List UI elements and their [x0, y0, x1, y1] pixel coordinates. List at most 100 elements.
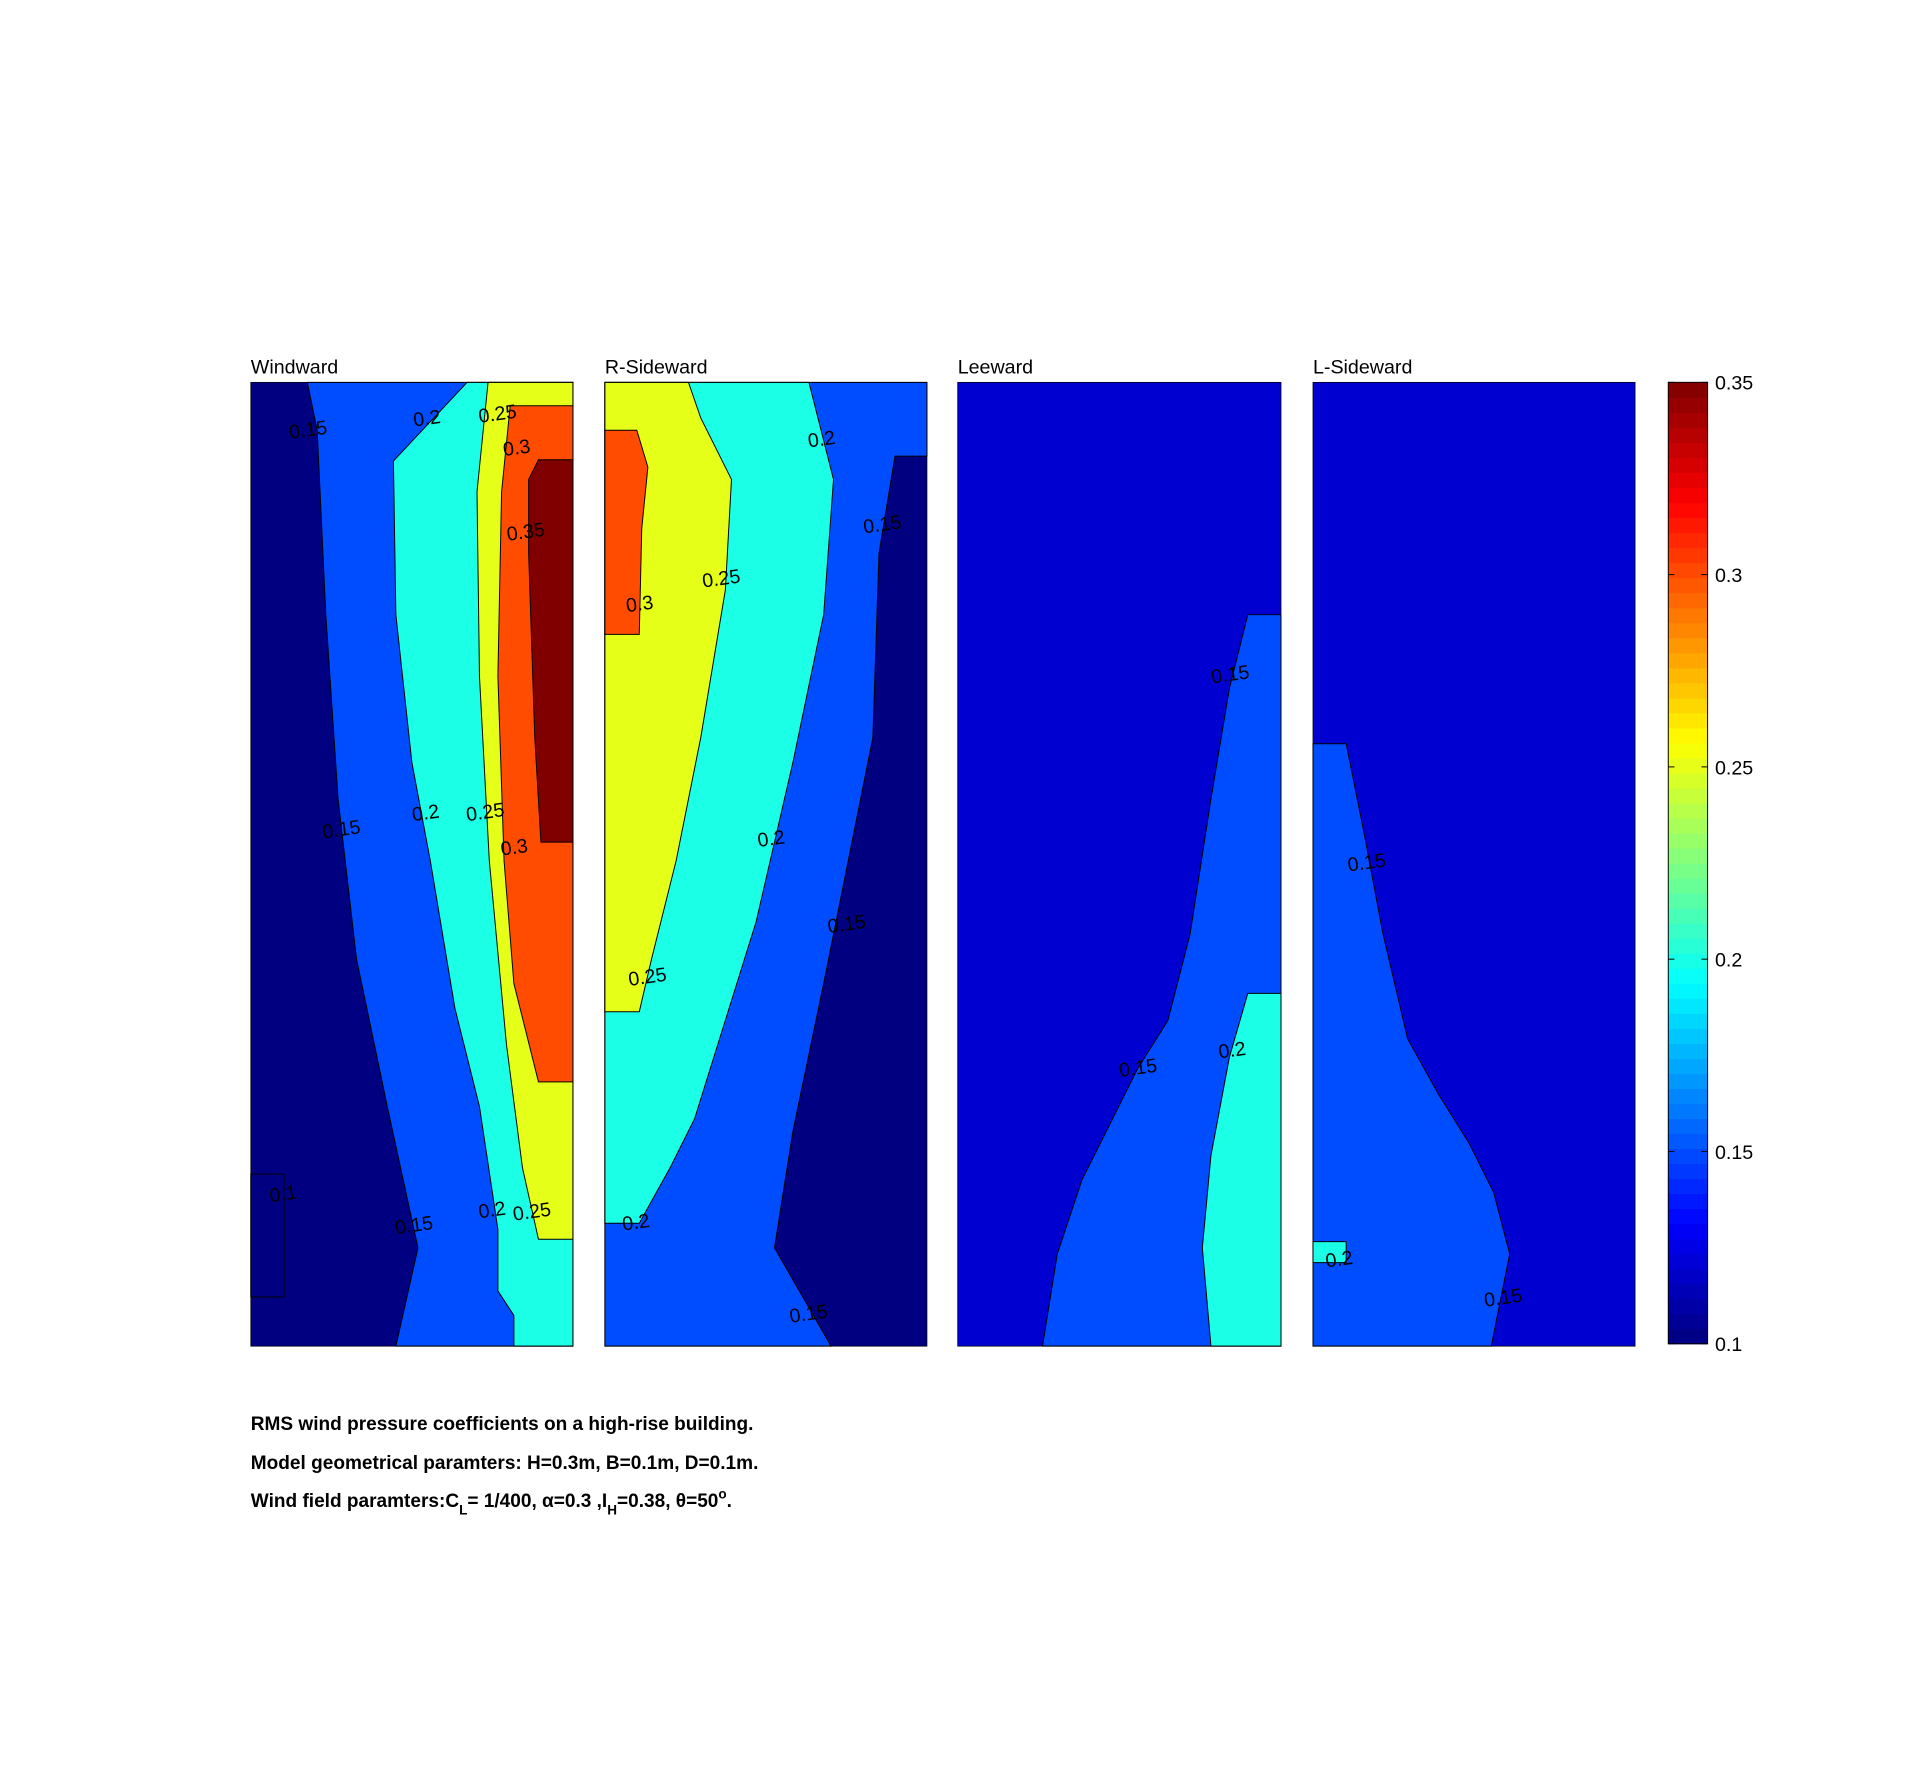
- colorbar-step: [1668, 727, 1708, 744]
- colorbar-step: [1668, 1163, 1708, 1180]
- colorbar-step: [1668, 893, 1708, 909]
- colorbar-tick-label: 0.35: [1715, 373, 1753, 395]
- colorbar-step: [1668, 908, 1708, 924]
- contour-label: 0.2: [1324, 1247, 1354, 1273]
- colorbar-step: [1668, 1073, 1708, 1089]
- colorbar-step: [1668, 547, 1708, 564]
- colorbar-step: [1668, 953, 1708, 969]
- contour-label: 0.15: [321, 816, 362, 843]
- colorbar-step: [1668, 397, 1708, 413]
- panel-title: R-Sideward: [605, 357, 708, 379]
- colorbar-step: [1668, 802, 1708, 819]
- caption-part: =0.38, θ=50: [617, 1491, 718, 1512]
- contour-label: 0.2: [621, 1210, 651, 1236]
- colorbar-step: [1668, 817, 1708, 834]
- colorbar-step: [1668, 697, 1708, 714]
- colorbar-tick-label: 0.1: [1715, 1334, 1742, 1356]
- colorbar-step: [1668, 427, 1708, 444]
- colorbar-step: [1668, 667, 1708, 684]
- colorbar-step: [1668, 1088, 1708, 1104]
- colorbar-step: [1668, 742, 1708, 759]
- colorbar-step: [1668, 983, 1708, 999]
- colorbar-step: [1668, 1208, 1708, 1225]
- panel-frame: [957, 381, 1282, 1347]
- colorbar-step: [1668, 968, 1708, 984]
- colorbar-step: [1668, 637, 1708, 654]
- colorbar-step: [1668, 787, 1708, 804]
- colorbar-step: [1668, 757, 1708, 774]
- contour-label: 0.15: [1483, 1285, 1524, 1312]
- colorbar-step: [1668, 1328, 1708, 1345]
- caption-line: Model geometrical paramters: H=0.3m, B=0…: [251, 1453, 759, 1474]
- colorbar-step: [1668, 998, 1708, 1014]
- caption-line: Wind field paramters:CL= 1/400, α=0.3 ,I…: [251, 1487, 732, 1518]
- colorbar-step: [1668, 532, 1708, 549]
- contour-label: 0.2: [411, 801, 441, 827]
- colorbar-step: [1668, 622, 1708, 639]
- colorbar-step: [1668, 592, 1708, 609]
- contour-label: 0.2: [807, 427, 837, 453]
- contour-label: 0.25: [512, 1199, 553, 1226]
- colorbar-tick-label: 0.3: [1715, 565, 1742, 587]
- caption-part: = 1/400, α=0.3 ,I: [467, 1491, 607, 1512]
- caption-part: Wind field paramters:C: [251, 1491, 460, 1512]
- colorbar-step: [1668, 1028, 1708, 1044]
- panel-title: Windward: [251, 357, 338, 379]
- colorbar-step: [1668, 1178, 1708, 1195]
- colorbar-step: [1668, 1013, 1708, 1029]
- colorbar-step: [1668, 1253, 1708, 1270]
- contour-label: 0.15: [393, 1212, 434, 1239]
- panel-frame: [604, 381, 928, 1347]
- colorbar-step: [1668, 772, 1708, 789]
- colorbar-step: [1668, 1103, 1708, 1120]
- colorbar-step: [1668, 1193, 1708, 1210]
- colorbar-step: [1668, 487, 1708, 504]
- contour-label: 0.25: [465, 799, 506, 826]
- colorbar-step: [1668, 1283, 1708, 1300]
- colorbar-step: [1668, 1238, 1708, 1255]
- caption-part: .: [727, 1491, 732, 1512]
- colorbar-frame: [1667, 381, 1709, 1345]
- colorbar-step: [1668, 442, 1708, 459]
- colorbar-step: [1668, 382, 1708, 398]
- colorbar-step: [1668, 607, 1708, 624]
- caption-sup: o: [718, 1487, 726, 1502]
- contour-label: 0.3: [502, 435, 532, 461]
- colorbar-step: [1668, 1298, 1708, 1315]
- caption-sub: L: [459, 1503, 467, 1518]
- colorbar-step: [1668, 878, 1708, 894]
- panel-title: Leeward: [958, 357, 1033, 379]
- contour-label: 0.3: [625, 592, 655, 618]
- contour-label: 0.3: [499, 835, 529, 861]
- colorbar-step: [1668, 938, 1708, 954]
- contour-label: 0.15: [1210, 661, 1251, 688]
- colorbar-step: [1668, 1058, 1708, 1074]
- contour-panel: Leeward 0.15 0.15 0.2: [957, 357, 1282, 1347]
- contour-panel: L-Sideward 0.15 0.2 0.15: [1312, 357, 1636, 1347]
- colorbar-step: [1668, 848, 1708, 864]
- contour-label: 0.15: [288, 417, 329, 444]
- colorbar-step: [1668, 457, 1708, 474]
- colorbar-step: [1668, 923, 1708, 939]
- contour-label: 0.2: [1217, 1038, 1247, 1064]
- contour-label: 0.2: [756, 826, 786, 852]
- contour-panel: R-Sideward 0.2 0.15 0.25 0.3 0.2 0.15 0.25 0.2 0.…: [604, 357, 928, 1347]
- contour-label: 0.2: [477, 1198, 507, 1224]
- contour-label: 0.25: [627, 964, 668, 991]
- contour-label: 0.15: [826, 911, 867, 938]
- colorbar-step: [1668, 1223, 1708, 1240]
- colorbar-step: [1668, 1268, 1708, 1285]
- contour-label: 0.15: [788, 1301, 829, 1328]
- contour-label: 0.15: [862, 511, 903, 538]
- colorbar-step: [1668, 502, 1708, 519]
- caption-sub: H: [607, 1503, 617, 1518]
- panel-frame: [1312, 381, 1636, 1347]
- colorbar-step: [1668, 517, 1708, 534]
- colorbar-step: [1668, 682, 1708, 699]
- contour-label: 0.25: [701, 565, 742, 592]
- contour-label: 0.25: [477, 401, 518, 428]
- colorbar: 0.1 0.15 0.2 0.25 0.3 0.35: [1667, 373, 1753, 1356]
- colorbar-step: [1668, 1133, 1708, 1150]
- colorbar-step: [1668, 1118, 1708, 1135]
